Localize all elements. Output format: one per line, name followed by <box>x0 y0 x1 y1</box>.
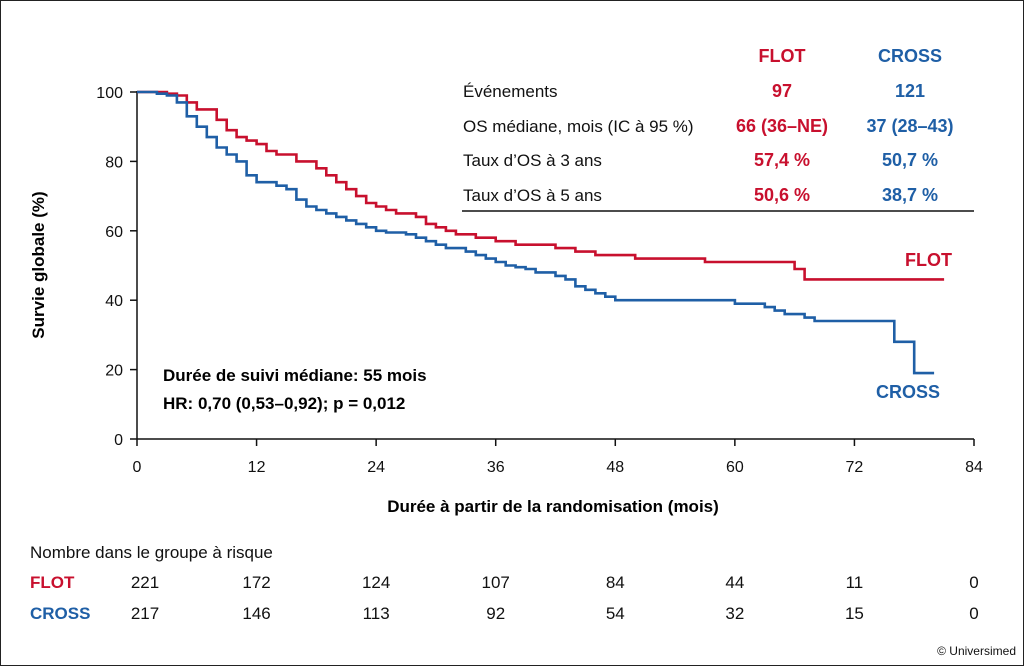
copyright: © Universimed <box>937 644 1016 658</box>
risk-cell: 0 <box>969 573 979 592</box>
x-tick-label: 72 <box>846 459 864 476</box>
stats-value-cross: 37 (28–43) <box>866 116 953 136</box>
series-label-flot: FLOT <box>905 250 952 270</box>
risk-cell: 92 <box>486 604 506 623</box>
y-tick-label: 20 <box>105 363 123 380</box>
axes: 0 20 40 60 80 100 0 12 24 36 48 60 72 84 <box>96 85 983 476</box>
y-tick-label: 100 <box>96 85 123 102</box>
stats-row-label: Taux d’OS à 5 ans <box>463 186 602 205</box>
x-axis-label: Durée à partir de la randomisation (mois… <box>387 497 719 516</box>
risk-cell: 113 <box>362 604 390 623</box>
x-tick-label: 48 <box>606 459 624 476</box>
y-tick-label: 80 <box>105 154 123 171</box>
x-tick-label: 0 <box>133 459 142 476</box>
stats-table: FLOT CROSS Événements 97 121 OS médiane, mois… <box>462 46 974 212</box>
stats-value-cross: 38,7 % <box>882 185 938 205</box>
x-tick-label: 36 <box>487 459 505 476</box>
stats-value-cross: 50,7 % <box>882 150 938 170</box>
risk-cell: 32 <box>725 604 745 623</box>
risk-cell: 44 <box>725 573 745 592</box>
risk-table-title: Nombre dans le groupe à risque <box>30 543 273 562</box>
annotation-hr: HR: 0,70 (0,53–0,92); p = 0,012 <box>163 394 405 413</box>
risk-cell: 54 <box>605 604 625 623</box>
x-tick-label: 60 <box>726 459 744 476</box>
x-tick-label: 12 <box>248 459 266 476</box>
stats-value-flot: 66 (36–NE) <box>736 116 828 136</box>
y-tick-label: 0 <box>114 432 123 449</box>
survival-line-flot <box>137 90 945 281</box>
stats-value-flot: 57,4 % <box>754 150 810 170</box>
stats-header-flot: FLOT <box>759 46 806 66</box>
stats-header-cross: CROSS <box>878 46 942 66</box>
y-tick-label: 40 <box>105 293 123 310</box>
risk-cell: 84 <box>605 573 625 592</box>
stats-row-label: Taux d’OS à 3 ans <box>463 151 602 170</box>
stats-row-label: OS médiane, mois (IC à 95 %) <box>463 117 694 136</box>
x-tick-label: 24 <box>367 459 385 476</box>
annotation-followup: Durée de suivi médiane: 55 mois <box>163 366 427 385</box>
risk-cell: 15 <box>844 604 864 623</box>
risk-cell: 0 <box>969 604 979 623</box>
risk-cell: 221 <box>130 573 160 592</box>
risk-cell: 107 <box>481 573 510 592</box>
survival-curves <box>137 90 945 375</box>
risk-cell: 11 <box>845 573 864 592</box>
series-label-cross: CROSS <box>876 382 940 402</box>
stats-value-cross: 121 <box>895 81 925 101</box>
survival-line-cross <box>137 90 935 375</box>
stats-value-flot: 50,6 % <box>754 185 810 205</box>
risk-cell: 217 <box>130 604 160 623</box>
y-tick-label: 60 <box>105 224 123 241</box>
risk-row-name: FLOT <box>30 573 75 592</box>
risk-cell: 172 <box>242 573 271 592</box>
risk-row-name: CROSS <box>30 604 91 623</box>
y-axis-label: Survie globale (%) <box>29 191 48 338</box>
risk-cell: 124 <box>361 573 391 592</box>
x-tick-label: 84 <box>965 459 983 476</box>
stats-value-flot: 97 <box>772 81 792 101</box>
stats-row-label: Événements <box>463 82 558 101</box>
risk-cell: 146 <box>242 604 271 623</box>
